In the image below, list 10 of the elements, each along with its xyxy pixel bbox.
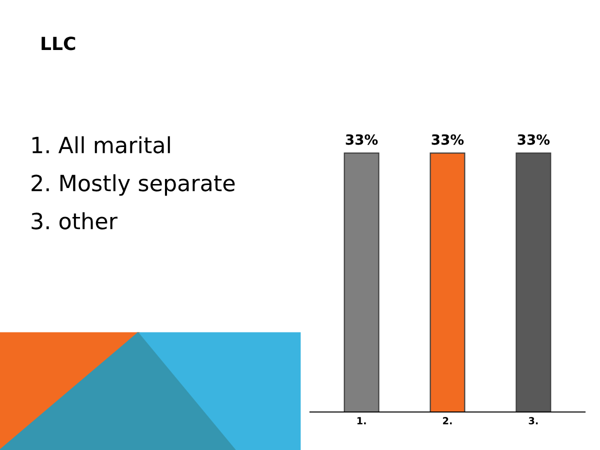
x-tick-label: 2. bbox=[443, 417, 452, 424]
text: LLC bbox=[42, 36, 76, 50]
x-tick-label: 1. bbox=[357, 417, 366, 424]
data-label: 33% bbox=[346, 134, 378, 145]
text: 3. other bbox=[32, 212, 118, 230]
text: 1. All marital bbox=[32, 136, 170, 154]
data-label: 33% bbox=[432, 134, 464, 145]
x-tick-label: 3. bbox=[528, 417, 538, 424]
data-label: 33% bbox=[518, 134, 550, 145]
text: 2. Mostly separate bbox=[32, 174, 235, 196]
